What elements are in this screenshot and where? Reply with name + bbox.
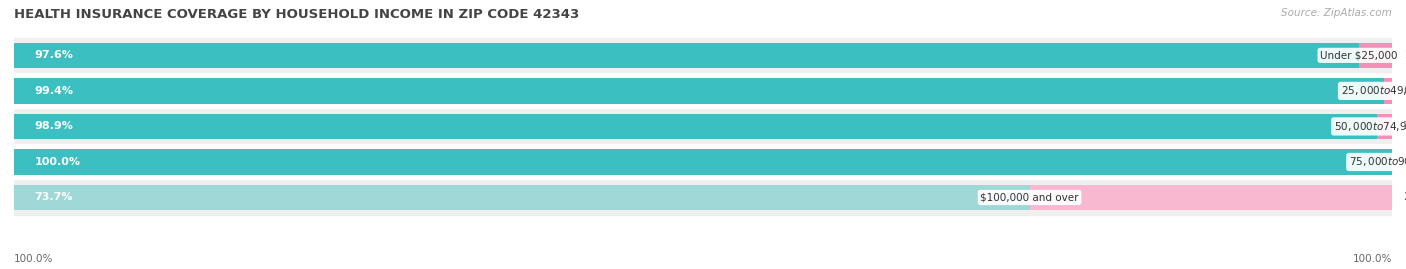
Text: 98.9%: 98.9% bbox=[35, 121, 73, 132]
Bar bbox=[14, 149, 1392, 175]
Bar bbox=[14, 38, 1392, 72]
Bar bbox=[14, 109, 1392, 143]
Text: 97.6%: 97.6% bbox=[35, 50, 73, 60]
Text: $75,000 to $99,999: $75,000 to $99,999 bbox=[1348, 155, 1406, 168]
Text: Under $25,000: Under $25,000 bbox=[1320, 50, 1398, 60]
Text: 2.5%: 2.5% bbox=[1405, 50, 1406, 60]
Text: 0.63%: 0.63% bbox=[1403, 86, 1406, 96]
Text: 100.0%: 100.0% bbox=[14, 254, 53, 264]
Text: 100.0%: 100.0% bbox=[35, 157, 80, 167]
Text: $100,000 and over: $100,000 and over bbox=[980, 193, 1078, 203]
Bar bbox=[1029, 185, 1392, 210]
Bar bbox=[14, 145, 1392, 179]
Text: 1.1%: 1.1% bbox=[1403, 121, 1406, 132]
Bar bbox=[14, 114, 1376, 139]
Bar bbox=[14, 78, 1384, 104]
Text: 100.0%: 100.0% bbox=[1353, 254, 1392, 264]
Text: 0.0%: 0.0% bbox=[1403, 157, 1406, 167]
Text: 99.4%: 99.4% bbox=[35, 86, 73, 96]
Text: 26.3%: 26.3% bbox=[1403, 193, 1406, 203]
Text: $25,000 to $49,999: $25,000 to $49,999 bbox=[1340, 84, 1406, 97]
Bar bbox=[14, 74, 1392, 108]
Text: HEALTH INSURANCE COVERAGE BY HOUSEHOLD INCOME IN ZIP CODE 42343: HEALTH INSURANCE COVERAGE BY HOUSEHOLD I… bbox=[14, 8, 579, 21]
Bar bbox=[1376, 114, 1392, 139]
Text: 73.7%: 73.7% bbox=[35, 193, 73, 203]
Bar bbox=[1358, 43, 1393, 68]
Text: $50,000 to $74,999: $50,000 to $74,999 bbox=[1334, 120, 1406, 133]
Bar bbox=[14, 180, 1392, 215]
Bar bbox=[14, 43, 1358, 68]
Bar bbox=[1384, 78, 1392, 104]
Bar bbox=[14, 185, 1029, 210]
Text: Source: ZipAtlas.com: Source: ZipAtlas.com bbox=[1281, 8, 1392, 18]
